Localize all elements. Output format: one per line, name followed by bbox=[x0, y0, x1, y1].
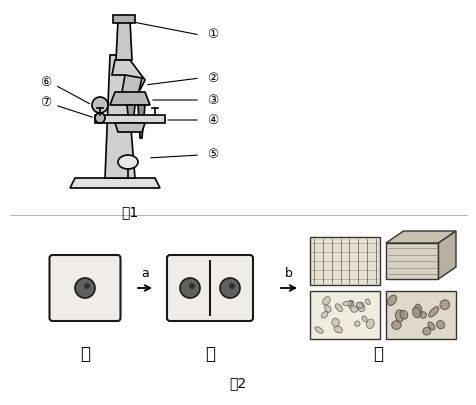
Bar bbox=[309, 237, 379, 285]
Circle shape bbox=[219, 278, 239, 298]
Polygon shape bbox=[127, 105, 135, 125]
Circle shape bbox=[228, 283, 235, 289]
Ellipse shape bbox=[366, 319, 374, 328]
FancyBboxPatch shape bbox=[50, 255, 120, 321]
Text: 乙: 乙 bbox=[205, 345, 215, 363]
Ellipse shape bbox=[331, 318, 338, 326]
Ellipse shape bbox=[414, 304, 421, 315]
Ellipse shape bbox=[347, 301, 353, 308]
Ellipse shape bbox=[357, 306, 364, 311]
Text: ⑥: ⑥ bbox=[40, 77, 51, 90]
Ellipse shape bbox=[361, 316, 367, 322]
Circle shape bbox=[188, 283, 195, 289]
Text: b: b bbox=[285, 267, 292, 280]
Ellipse shape bbox=[356, 303, 362, 308]
Polygon shape bbox=[110, 92, 149, 105]
Ellipse shape bbox=[354, 321, 359, 326]
Bar bbox=[113, 15, 135, 23]
Polygon shape bbox=[116, 20, 132, 60]
Ellipse shape bbox=[428, 307, 438, 317]
Circle shape bbox=[95, 113, 105, 123]
Polygon shape bbox=[138, 105, 145, 138]
Polygon shape bbox=[437, 231, 455, 279]
Polygon shape bbox=[112, 60, 145, 90]
Polygon shape bbox=[105, 55, 135, 178]
Bar bbox=[385, 291, 455, 339]
Ellipse shape bbox=[365, 299, 369, 305]
Ellipse shape bbox=[118, 155, 138, 169]
Ellipse shape bbox=[347, 300, 353, 307]
Polygon shape bbox=[115, 123, 145, 132]
Polygon shape bbox=[122, 75, 142, 95]
Ellipse shape bbox=[439, 300, 448, 309]
Polygon shape bbox=[70, 178, 159, 188]
Ellipse shape bbox=[335, 304, 342, 311]
Text: ③: ③ bbox=[207, 94, 218, 107]
Text: 图2: 图2 bbox=[229, 376, 246, 390]
Circle shape bbox=[84, 283, 90, 289]
Polygon shape bbox=[385, 231, 455, 243]
Circle shape bbox=[92, 97, 108, 113]
Ellipse shape bbox=[399, 310, 407, 319]
Text: a: a bbox=[141, 267, 149, 280]
Text: ⑦: ⑦ bbox=[40, 96, 51, 109]
Ellipse shape bbox=[387, 295, 396, 305]
Ellipse shape bbox=[436, 320, 444, 329]
Ellipse shape bbox=[324, 305, 330, 312]
Circle shape bbox=[179, 278, 199, 298]
Bar bbox=[309, 291, 379, 339]
Ellipse shape bbox=[333, 326, 342, 333]
Bar bbox=[385, 243, 437, 279]
Text: ④: ④ bbox=[207, 113, 218, 126]
Ellipse shape bbox=[419, 312, 426, 318]
Text: ⑤: ⑤ bbox=[207, 149, 218, 162]
Ellipse shape bbox=[322, 297, 329, 305]
Ellipse shape bbox=[349, 306, 357, 312]
Ellipse shape bbox=[391, 321, 400, 329]
Text: ①: ① bbox=[207, 28, 218, 41]
Ellipse shape bbox=[422, 327, 430, 335]
Ellipse shape bbox=[321, 311, 327, 318]
Ellipse shape bbox=[395, 310, 403, 322]
Text: ②: ② bbox=[207, 72, 218, 85]
Text: 丙: 丙 bbox=[372, 345, 382, 363]
Ellipse shape bbox=[412, 307, 419, 318]
FancyBboxPatch shape bbox=[167, 255, 252, 321]
Bar bbox=[95, 115, 165, 123]
Circle shape bbox=[75, 278, 95, 298]
Ellipse shape bbox=[314, 327, 323, 333]
Ellipse shape bbox=[356, 302, 363, 309]
Text: 甲: 甲 bbox=[80, 345, 90, 363]
Ellipse shape bbox=[427, 322, 434, 330]
Ellipse shape bbox=[342, 301, 351, 306]
Text: 图1: 图1 bbox=[121, 205, 139, 219]
